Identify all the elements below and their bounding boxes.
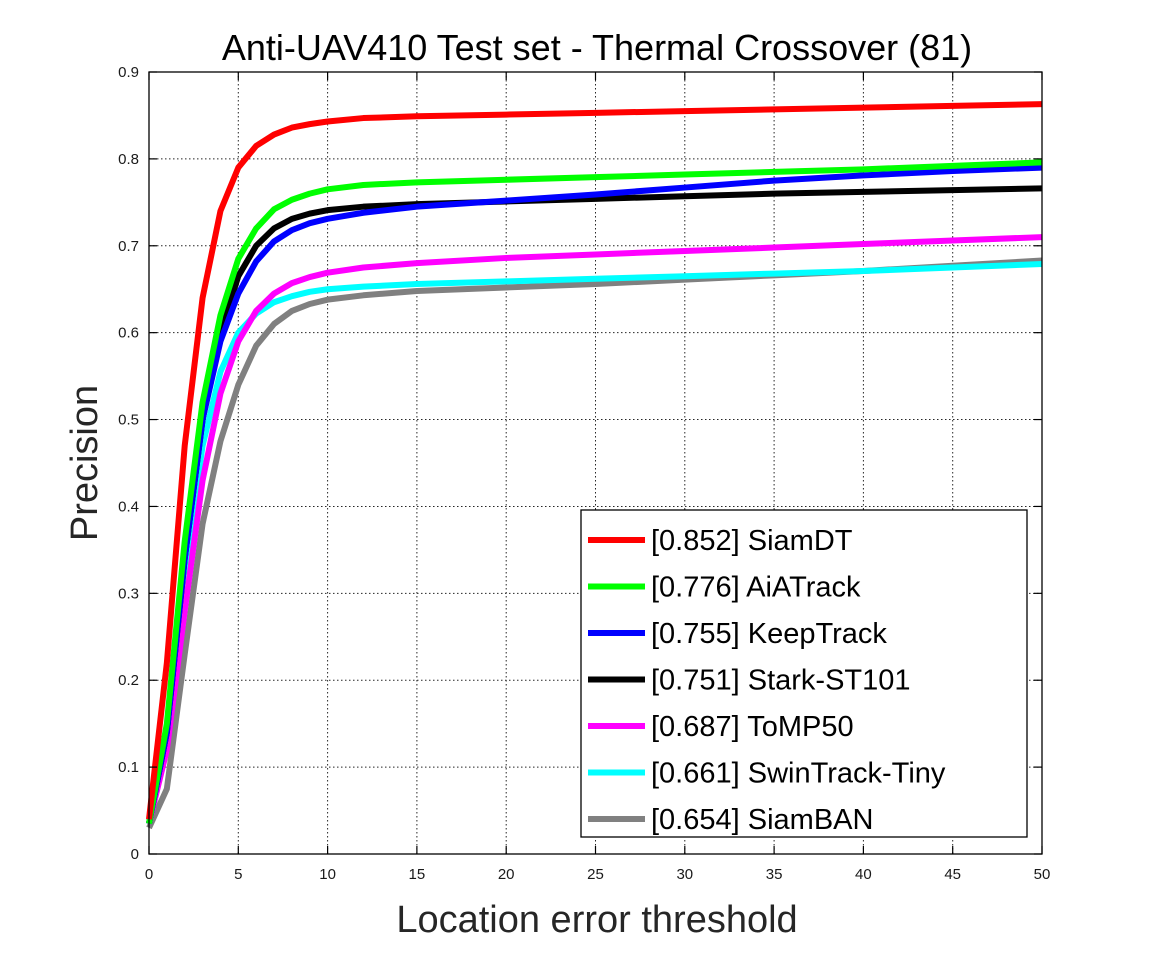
y-tick-label: 0 [131,846,139,863]
x-tick-label: 0 [145,866,153,883]
axis-ticks: 0 5 10 15 20 25 30 35 40 45 50 0 0.1 0.2 0.3 0.4 0.5 0.6 0… [118,64,1050,883]
x-tick-label: 35 [766,866,783,883]
x-tick-label: 15 [409,866,426,883]
x-tick-label: 20 [498,866,515,883]
series-line-swintrack-tiny [146,261,1043,825]
series-line-tomp50 [146,234,1043,825]
x-tick-label: 30 [676,866,693,883]
y-tick-label: 0.9 [118,64,139,81]
y-tick-label: 0.6 [118,325,139,342]
y-tick-label: 0.1 [118,759,139,776]
y-tick-label: 0.2 [118,672,139,689]
chart-title: Anti-UAV410 Test set - Thermal Crossover… [222,27,972,68]
legend-label-stark-st101: [0.751] Stark-ST101 [651,665,911,697]
y-axis-title: Precision [64,385,106,541]
y-tick-label: 0.4 [118,498,139,515]
series-lines [146,101,1043,830]
x-tick-label: 45 [944,866,961,883]
series-line-siamdt [146,101,1043,820]
y-tick-label: 0.8 [118,151,139,168]
legend-box [580,509,1028,838]
x-tick-label: 50 [1034,866,1051,883]
x-tick-label: 10 [319,866,336,883]
legend: [0.852] SiamDT [0.776] AiATrack [0.755] Ke… [580,509,1028,838]
y-tick-label: 0.7 [118,238,139,255]
legend-label-keeptrack: [0.755] KeepTrack [651,618,887,650]
legend-label-tomp50: [0.687] ToMP50 [651,711,854,743]
series-line-keeptrack [146,164,1043,825]
legend-label-siamban: [0.654] SiamBAN [651,804,873,836]
legend-label-aiatrack: [0.776] AiATrack [651,572,861,604]
series-line-aiatrack [146,159,1043,825]
x-tick-label: 5 [234,866,242,883]
legend-label-swintrack-tiny: [0.661] SwinTrack-Tiny [651,758,946,790]
x-tick-label: 25 [587,866,604,883]
legend-label-siamdt: [0.852] SiamDT [651,525,853,557]
x-tick-label: 40 [855,866,872,883]
y-tick-label: 0.3 [118,585,139,602]
x-axis-title: Location error threshold [396,899,797,941]
y-tick-label: 0.5 [118,412,139,429]
